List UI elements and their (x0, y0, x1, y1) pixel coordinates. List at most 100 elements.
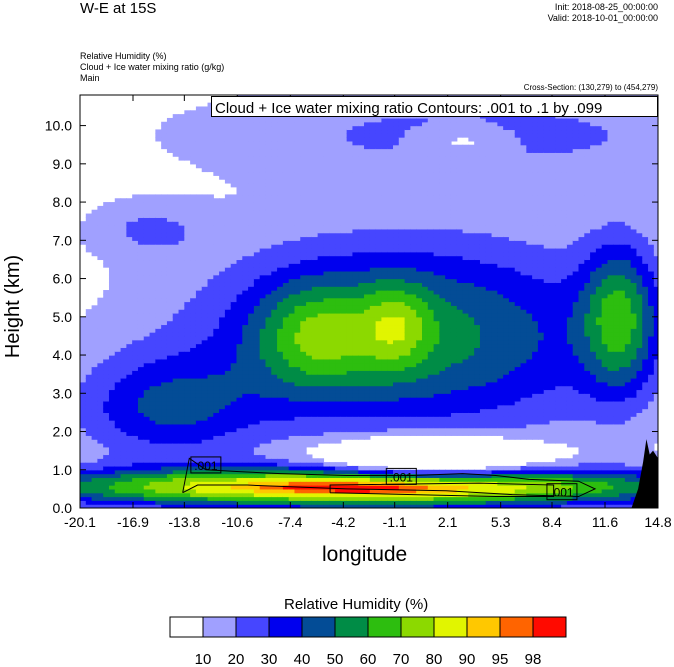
rh-cell (108, 290, 116, 295)
rh-cell (294, 420, 301, 425)
rh-cell (155, 328, 162, 333)
rh-cell (311, 290, 319, 295)
rh-cell (259, 423, 267, 429)
rh-cell (213, 301, 220, 306)
rh-cell (277, 377, 284, 383)
rh-cell (358, 492, 365, 498)
rh-cell (294, 217, 301, 222)
rh-cell (143, 274, 151, 280)
rh-cell (161, 263, 168, 268)
rh-cell (277, 167, 284, 173)
rh-cell (317, 492, 325, 498)
rh-cell (265, 442, 272, 448)
rh-cell (288, 160, 296, 165)
rh-cell (340, 500, 348, 505)
rh-cell (114, 274, 122, 280)
rh-cell (346, 217, 354, 222)
rh-cell (137, 198, 145, 203)
rh-cell (288, 389, 296, 394)
rh-cell (248, 152, 255, 157)
rh-cell (161, 255, 168, 261)
rh-cell (253, 194, 261, 199)
rh-cell (108, 488, 116, 494)
rh-cell (306, 488, 313, 494)
rh-cell (242, 270, 249, 276)
rh-cell (184, 343, 191, 348)
rh-cell (300, 431, 307, 436)
rh-cell (329, 385, 336, 391)
rh-cell (184, 370, 191, 375)
rh-cell (213, 355, 220, 360)
rh-cell (172, 335, 180, 341)
rh-cell (340, 259, 348, 264)
rh-cell (201, 362, 209, 368)
rh-cell (236, 400, 243, 406)
rh-cell (364, 355, 371, 360)
rh-cell (265, 236, 272, 241)
rh-cell (224, 297, 232, 303)
rh-cell (172, 504, 180, 508)
rh-cell (213, 209, 220, 215)
rh-cell (288, 377, 296, 383)
rh-cell (172, 140, 180, 146)
rh-cell (259, 332, 267, 337)
rh-cell (259, 400, 267, 406)
rh-cell (108, 309, 116, 314)
rh-cell (166, 121, 174, 127)
rh-cell (364, 320, 371, 326)
rh-cell (201, 412, 209, 417)
rh-cell (103, 469, 110, 475)
rh-cell (161, 347, 168, 352)
rh-cell (143, 202, 151, 207)
rh-cell (230, 439, 238, 444)
rh-cell (201, 309, 209, 314)
rh-cell (329, 462, 336, 467)
rh-cell (97, 481, 104, 486)
rh-cell (248, 202, 255, 207)
rh-cell (126, 332, 133, 337)
rh-cell (120, 477, 127, 482)
rh-cell (80, 377, 87, 383)
rh-cell (369, 190, 377, 196)
rh-cell (207, 458, 214, 463)
rh-cell (195, 393, 203, 398)
rh-cell (149, 469, 156, 475)
rh-cell (230, 244, 238, 249)
rh-cell (155, 504, 162, 508)
rh-cell (190, 240, 197, 245)
rh-cell (277, 450, 284, 456)
rh-cell (346, 156, 354, 161)
rh-cell (219, 309, 226, 314)
rh-cell (137, 355, 145, 360)
rh-cell (149, 202, 156, 207)
rh-cell (288, 301, 296, 306)
rh-cell (91, 393, 98, 398)
rh-cell (195, 400, 203, 406)
rh-cell (114, 465, 122, 471)
rh-cell (271, 332, 278, 337)
rh-cell (172, 355, 180, 360)
rh-cell (271, 171, 278, 176)
rh-cell (306, 404, 313, 410)
rh-cell (311, 504, 319, 508)
rh-cell (340, 286, 348, 291)
rh-cell (369, 148, 377, 153)
rh-cell (172, 320, 180, 326)
rh-cell (364, 397, 371, 402)
rh-cell (201, 225, 209, 230)
rh-cell (126, 458, 133, 463)
rh-cell (248, 500, 255, 505)
rh-cell (236, 423, 243, 429)
rh-cell (381, 469, 388, 475)
rh-cell (120, 251, 127, 257)
rh-cell (149, 240, 156, 245)
rh-cell (346, 282, 354, 287)
rh-cell (149, 473, 156, 479)
rh-cell (195, 488, 203, 494)
rh-cell (311, 366, 319, 371)
rh-cell (190, 133, 197, 138)
rh-cell (207, 309, 214, 314)
rh-cell (207, 267, 214, 272)
rh-cell (259, 358, 267, 364)
rh-cell (364, 213, 371, 218)
